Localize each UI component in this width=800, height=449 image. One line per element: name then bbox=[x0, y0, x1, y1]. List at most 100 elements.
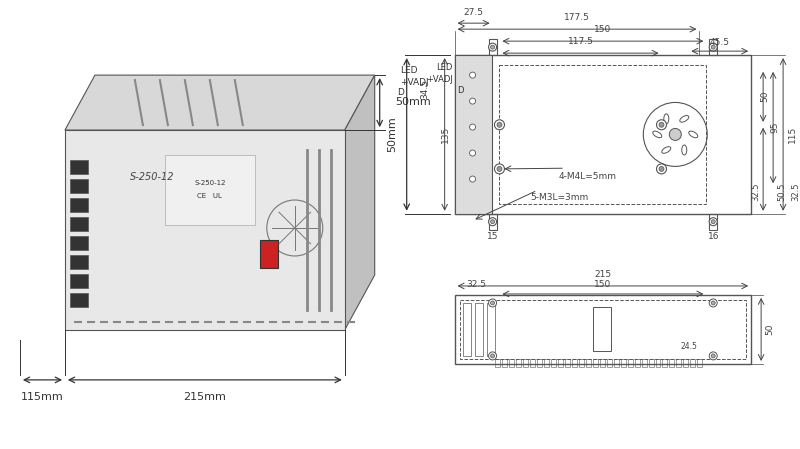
Text: 45.5: 45.5 bbox=[710, 38, 730, 47]
Text: 117.5: 117.5 bbox=[567, 37, 594, 46]
Bar bbox=[662, 359, 667, 367]
Text: 50.5: 50.5 bbox=[777, 182, 786, 201]
Text: LED: LED bbox=[400, 66, 417, 75]
Text: +VADJ: +VADJ bbox=[426, 75, 453, 84]
Bar bbox=[486, 303, 494, 356]
Bar bbox=[474, 303, 482, 356]
Bar bbox=[710, 214, 718, 230]
Text: 5-M3L=3mm: 5-M3L=3mm bbox=[530, 193, 589, 202]
Bar bbox=[454, 295, 751, 364]
Bar bbox=[710, 39, 718, 55]
Circle shape bbox=[497, 122, 502, 127]
Circle shape bbox=[497, 167, 502, 172]
Text: 50: 50 bbox=[765, 324, 774, 335]
Bar bbox=[489, 39, 497, 55]
Bar bbox=[571, 359, 577, 367]
Circle shape bbox=[710, 352, 718, 360]
Bar bbox=[614, 359, 618, 367]
Bar bbox=[522, 359, 527, 367]
Text: 32.5: 32.5 bbox=[751, 182, 760, 201]
Circle shape bbox=[470, 176, 475, 182]
Circle shape bbox=[659, 122, 664, 127]
Bar bbox=[460, 300, 746, 359]
Text: 15: 15 bbox=[487, 232, 498, 241]
Text: 115mm: 115mm bbox=[21, 392, 63, 402]
Circle shape bbox=[490, 45, 494, 49]
Text: 135: 135 bbox=[441, 126, 450, 143]
Text: 150: 150 bbox=[594, 280, 611, 289]
Bar bbox=[70, 236, 88, 250]
Circle shape bbox=[490, 354, 494, 358]
Text: 115: 115 bbox=[788, 126, 797, 143]
Circle shape bbox=[711, 45, 715, 49]
Bar bbox=[489, 214, 497, 230]
Bar bbox=[606, 359, 611, 367]
Circle shape bbox=[494, 164, 505, 174]
Text: +VADJ: +VADJ bbox=[400, 78, 428, 87]
Bar bbox=[578, 359, 583, 367]
Bar bbox=[690, 359, 695, 367]
Text: 215mm: 215mm bbox=[183, 392, 226, 402]
Bar bbox=[677, 359, 682, 367]
Bar bbox=[65, 130, 345, 330]
Bar bbox=[642, 359, 646, 367]
Text: 27.5: 27.5 bbox=[464, 8, 484, 17]
Circle shape bbox=[711, 301, 715, 305]
Text: 95: 95 bbox=[770, 121, 779, 132]
Bar bbox=[593, 359, 598, 367]
Circle shape bbox=[710, 299, 718, 307]
Bar bbox=[165, 155, 255, 225]
Bar bbox=[454, 55, 751, 214]
Text: 150: 150 bbox=[594, 25, 611, 34]
Circle shape bbox=[710, 43, 718, 51]
Bar bbox=[499, 65, 706, 204]
Circle shape bbox=[670, 128, 682, 141]
Bar bbox=[670, 359, 674, 367]
Text: 50mm: 50mm bbox=[386, 117, 397, 152]
Bar bbox=[70, 217, 88, 231]
Bar bbox=[70, 160, 88, 174]
Text: D: D bbox=[457, 86, 463, 95]
Text: S-250-12: S-250-12 bbox=[130, 172, 174, 182]
Text: 32.5: 32.5 bbox=[466, 280, 486, 289]
Text: 50mm: 50mm bbox=[394, 97, 430, 107]
Bar bbox=[586, 359, 590, 367]
Bar bbox=[462, 303, 470, 356]
Polygon shape bbox=[65, 75, 374, 130]
Text: LED: LED bbox=[436, 62, 453, 72]
Circle shape bbox=[470, 72, 475, 78]
Text: 215: 215 bbox=[594, 270, 611, 279]
Circle shape bbox=[657, 164, 666, 174]
Bar bbox=[530, 359, 534, 367]
Circle shape bbox=[710, 218, 718, 226]
Text: 50: 50 bbox=[760, 91, 769, 102]
Circle shape bbox=[489, 43, 497, 51]
Circle shape bbox=[711, 354, 715, 358]
Polygon shape bbox=[345, 75, 374, 330]
Bar bbox=[558, 359, 562, 367]
Bar bbox=[70, 293, 88, 307]
Bar bbox=[502, 359, 506, 367]
Bar bbox=[454, 55, 492, 214]
Circle shape bbox=[490, 220, 494, 224]
Circle shape bbox=[490, 301, 494, 305]
Bar bbox=[655, 359, 661, 367]
Bar bbox=[516, 359, 521, 367]
Bar bbox=[621, 359, 626, 367]
Circle shape bbox=[489, 218, 497, 226]
Circle shape bbox=[489, 352, 497, 360]
Bar bbox=[649, 359, 654, 367]
Bar bbox=[70, 255, 88, 269]
Bar bbox=[543, 359, 549, 367]
Circle shape bbox=[494, 120, 505, 130]
Circle shape bbox=[489, 299, 497, 307]
Bar bbox=[70, 274, 88, 288]
Bar bbox=[550, 359, 555, 367]
Text: D: D bbox=[397, 88, 403, 97]
Text: 34.5: 34.5 bbox=[421, 79, 430, 99]
Circle shape bbox=[659, 167, 664, 172]
Circle shape bbox=[470, 150, 475, 156]
Bar bbox=[634, 359, 639, 367]
Text: 32.5: 32.5 bbox=[791, 182, 800, 201]
Circle shape bbox=[470, 124, 475, 130]
